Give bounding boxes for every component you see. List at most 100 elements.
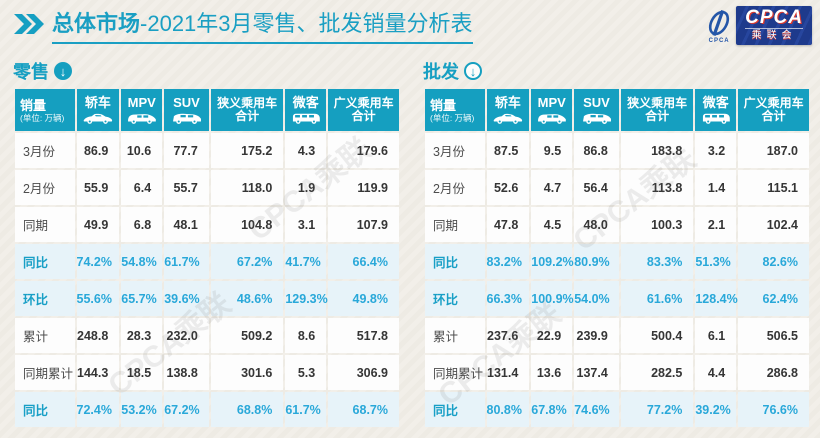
page-title: 总体市场-2021年3月零售、批发销量分析表 (52, 10, 473, 44)
value-cell: 3.2 (695, 133, 737, 168)
cpca-swoosh-icon (709, 9, 730, 36)
row-label: 环比 (425, 281, 485, 316)
cpca-logo: CPCA CPCA 乘联会 (704, 6, 812, 45)
retail-table: 销量 (单位: 万辆) 轿车 MPV SUV 狭义乘用车 合计 微客 (13, 87, 401, 429)
wholesale-table: 销量 (单位: 万辆) 轿车 MPV SUV 狭义乘用车 合计 微客 (423, 87, 811, 429)
cpca-swoosh: CPCA (704, 8, 734, 44)
row-label: 同比 (425, 244, 485, 279)
value-cell: 48.6% (210, 281, 284, 316)
value-cell: 115.1 (738, 170, 809, 205)
column-header: 轿车 (486, 89, 530, 131)
table-row: 3月份 86.9 10.6 77.7 175.2 4.3 179.6 (15, 133, 399, 168)
cpca-logo-text-cn: 乘联会 (745, 28, 803, 42)
suv-icon (576, 111, 617, 126)
value-cell: 4.3 (285, 133, 327, 168)
table-row: 累计 237.6 22.9 239.9 500.4 6.1 506.5 (425, 318, 809, 353)
column-header: 狭义乘用车 合计 (210, 89, 284, 131)
value-cell: 10.6 (121, 133, 163, 168)
row-label: 2月份 (425, 170, 485, 205)
value-cell: 128.4% (695, 281, 738, 316)
table-header-row: 销量 (单位: 万辆) 轿车 MPV SUV 狭义乘用车 合计 微客 (425, 89, 809, 131)
row-label: 环比 (15, 281, 75, 316)
value-cell: 137.4 (574, 355, 619, 390)
value-cell: 107.9 (328, 207, 399, 242)
value-cell: 286.8 (738, 355, 809, 390)
value-cell: 55.6% (76, 281, 120, 316)
value-cell: 22.9 (531, 318, 573, 353)
microvan-icon (697, 111, 734, 126)
value-cell: 506.5 (738, 318, 809, 353)
value-cell: 1.4 (695, 170, 737, 205)
value-cell: 86.9 (76, 133, 120, 168)
value-cell: 248.8 (76, 318, 120, 353)
sedan-icon (79, 111, 118, 126)
value-cell: 9.5 (531, 133, 573, 168)
table-row: 同比 72.4% 53.2% 67.2% 68.8% 61.7% 68.7% (15, 392, 399, 427)
retail-section-title: 零售 (13, 62, 49, 82)
row-label: 同比 (425, 392, 485, 427)
value-cell: 80.8% (486, 392, 530, 427)
cpca-logo-text-en: CPCA (745, 7, 803, 28)
value-cell: 86.8 (574, 133, 619, 168)
value-cell: 131.4 (486, 355, 530, 390)
mpv-icon (533, 111, 570, 126)
column-header: 微客 (695, 89, 737, 131)
value-cell: 306.9 (328, 355, 399, 390)
value-cell: 109.2% (531, 244, 574, 279)
value-cell: 6.4 (121, 170, 163, 205)
row-label: 3月份 (15, 133, 75, 168)
page-title-bold: 总体市场 (52, 11, 141, 36)
value-cell: 282.5 (620, 355, 694, 390)
retail-section-header: 零售 (13, 60, 401, 82)
page-title-rest: -2021年3月零售、批发销量分析表 (140, 11, 473, 36)
value-cell: 49.9 (76, 207, 120, 242)
row-label: 同期 (15, 207, 75, 242)
value-cell: 77.7 (164, 133, 209, 168)
table-row: 同期累计 144.3 18.5 138.8 301.6 5.3 306.9 (15, 355, 399, 390)
value-cell: 102.4 (738, 207, 809, 242)
value-cell: 4.4 (695, 355, 737, 390)
table-row: 同期累计 131.4 13.6 137.4 282.5 4.4 286.8 (425, 355, 809, 390)
value-cell: 62.4% (738, 281, 809, 316)
value-cell: 517.8 (328, 318, 399, 353)
value-cell: 77.2% (620, 392, 694, 427)
table-row: 同比 74.2% 54.8% 61.7% 67.2% 41.7% 66.4% (15, 244, 399, 279)
value-cell: 48.0 (574, 207, 619, 242)
value-cell: 72.4% (76, 392, 120, 427)
table-row: 环比 55.6% 65.7% 39.6% 48.6% 129.3% 49.8% (15, 281, 399, 316)
column-header: 轿车 (76, 89, 120, 131)
value-cell: 4.5 (531, 207, 573, 242)
value-cell: 39.6% (164, 281, 209, 316)
column-header: MPV (121, 89, 163, 131)
column-header-sales: 销量 (单位: 万辆) (425, 89, 485, 131)
table-row: 累计 248.8 28.3 232.0 509.2 8.6 517.8 (15, 318, 399, 353)
value-cell: 301.6 (210, 355, 284, 390)
value-cell: 47.8 (486, 207, 530, 242)
value-cell: 4.7 (531, 170, 573, 205)
table-row: 同期 49.9 6.8 48.1 104.8 3.1 107.9 (15, 207, 399, 242)
sedan-icon (489, 111, 528, 126)
value-cell: 39.2% (695, 392, 737, 427)
value-cell: 65.7% (121, 281, 163, 316)
column-header: SUV (164, 89, 209, 131)
value-cell: 237.6 (486, 318, 530, 353)
value-cell: 76.6% (738, 392, 809, 427)
value-cell: 56.4 (574, 170, 619, 205)
row-label: 累计 (15, 318, 75, 353)
value-cell: 175.2 (210, 133, 284, 168)
value-cell: 509.2 (210, 318, 284, 353)
value-cell: 49.8% (328, 281, 399, 316)
value-cell: 67.2% (210, 244, 284, 279)
column-header: 狭义乘用车 合计 (620, 89, 694, 131)
value-cell: 100.9% (531, 281, 574, 316)
cpca-swoosh-caption: CPCA (708, 37, 730, 44)
table-row: 同期 47.8 4.5 48.0 100.3 2.1 102.4 (425, 207, 809, 242)
table-row: 同比 83.2% 109.2% 80.9% 83.3% 51.3% 82.6% (425, 244, 809, 279)
value-cell: 5.3 (285, 355, 327, 390)
value-cell: 2.1 (695, 207, 737, 242)
value-cell: 67.8% (531, 392, 573, 427)
column-header: 广义乘用车 合计 (738, 89, 809, 131)
